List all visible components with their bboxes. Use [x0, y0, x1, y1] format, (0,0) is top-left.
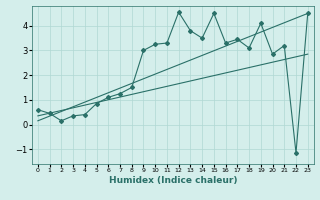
X-axis label: Humidex (Indice chaleur): Humidex (Indice chaleur) — [108, 176, 237, 185]
